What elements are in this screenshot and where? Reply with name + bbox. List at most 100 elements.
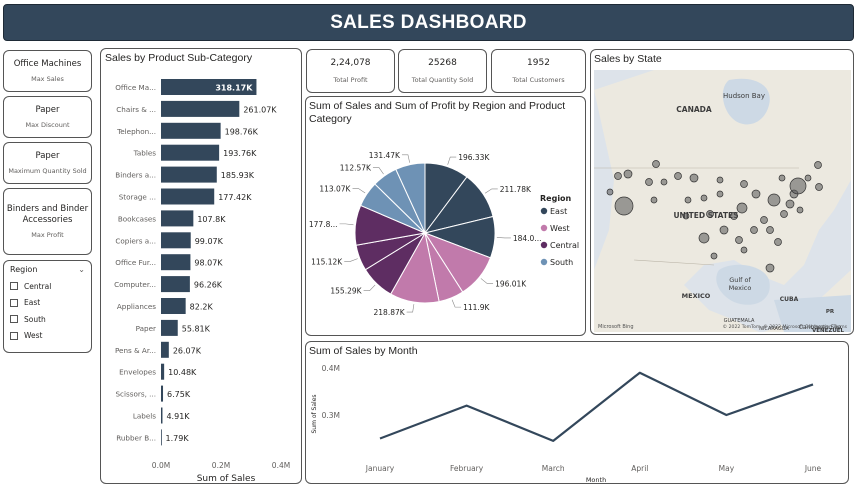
state-bubble[interactable]	[699, 233, 709, 243]
state-bubble[interactable]	[615, 173, 622, 180]
state-bubble[interactable]	[786, 200, 794, 208]
state-bubble[interactable]	[646, 179, 653, 186]
bar-x-axis-title: Sum of Sales	[197, 474, 256, 484]
state-bubble[interactable]	[661, 179, 667, 185]
bar[interactable]	[161, 298, 186, 314]
state-bubble[interactable]	[607, 189, 613, 195]
region-slicer[interactable]: Region ⌄ Central East South West	[3, 260, 92, 353]
pie-leader-line	[364, 285, 376, 291]
pie-leader-line	[373, 168, 384, 175]
state-bubble[interactable]	[675, 173, 682, 180]
bar[interactable]	[161, 167, 217, 183]
state-bubble[interactable]	[775, 239, 782, 246]
slicer-item-west[interactable]: West	[10, 328, 85, 345]
pie-legend-label[interactable]: Central	[550, 241, 579, 250]
pie-data-label: 112.57K	[340, 164, 372, 173]
chevron-down-icon[interactable]: ⌄	[78, 265, 85, 274]
pie-legend-label[interactable]: South	[550, 258, 573, 267]
state-bubble[interactable]	[781, 211, 788, 218]
state-bubble[interactable]	[651, 197, 657, 203]
checkbox[interactable]	[10, 332, 18, 340]
state-bubble[interactable]	[741, 247, 747, 253]
bar[interactable]	[161, 342, 169, 358]
pie-data-label: 131.47K	[369, 151, 401, 160]
pie-legend-label[interactable]: West	[550, 224, 570, 233]
state-bubble[interactable]	[815, 162, 822, 169]
bar[interactable]	[161, 408, 162, 424]
bar-category-label: Rubber B...	[116, 433, 156, 442]
map-label-hudson-bay: Hudson Bay	[723, 92, 765, 100]
sales-line[interactable]	[380, 373, 813, 441]
bar-category-label: Computer...	[114, 280, 156, 289]
state-bubble[interactable]	[707, 211, 714, 218]
line-x-tick: May	[719, 464, 735, 473]
bar[interactable]	[161, 232, 191, 248]
state-bubble[interactable]	[683, 213, 689, 219]
bar[interactable]	[161, 123, 221, 139]
bar[interactable]	[161, 364, 164, 380]
state-bubble[interactable]	[615, 197, 633, 215]
pie-leader-line	[352, 189, 365, 193]
state-bubble[interactable]	[751, 227, 758, 234]
state-bubble[interactable]	[717, 177, 723, 183]
slicer-item-east[interactable]: East	[10, 295, 85, 312]
bar-data-label: 99.07K	[195, 237, 224, 246]
state-bubble[interactable]	[690, 174, 698, 182]
state-bubble[interactable]	[766, 264, 774, 272]
bar-data-label: 10.48K	[168, 368, 197, 377]
state-bubble[interactable]	[797, 207, 803, 213]
state-bubble[interactable]	[653, 161, 660, 168]
bar[interactable]	[161, 254, 190, 270]
state-bubble[interactable]	[752, 190, 760, 198]
bar-data-label: 261.07K	[243, 105, 277, 114]
bar[interactable]	[161, 386, 163, 402]
bar[interactable]	[161, 429, 162, 445]
checkbox[interactable]	[10, 282, 18, 290]
bar[interactable]	[161, 145, 219, 161]
bar[interactable]	[161, 276, 190, 292]
state-bubble[interactable]	[701, 195, 707, 201]
state-bubble[interactable]	[767, 227, 774, 234]
bar[interactable]	[161, 210, 193, 226]
state-bubble[interactable]	[737, 203, 747, 213]
pie-leader-line	[402, 155, 410, 163]
bar-category-label: Labels	[133, 412, 156, 421]
max-quantity-card: Paper Maximum Quantity Sold	[3, 142, 92, 184]
state-bubble[interactable]	[731, 213, 738, 220]
bar[interactable]	[161, 101, 239, 117]
max-sales-label: Max Sales	[31, 75, 64, 83]
bar-data-label: 185.93K	[221, 171, 255, 180]
map-brand: Microsoft Bing	[598, 324, 634, 330]
checkbox[interactable]	[10, 315, 18, 323]
slicer-item-label: Central	[24, 282, 51, 291]
bar[interactable]	[161, 320, 178, 336]
slicer-item-south[interactable]: South	[10, 311, 85, 328]
state-bubble[interactable]	[761, 217, 768, 224]
state-bubble[interactable]	[717, 191, 723, 197]
state-bubble[interactable]	[790, 178, 806, 194]
state-bubble[interactable]	[768, 194, 780, 206]
slicer-item-central[interactable]: Central	[10, 278, 85, 295]
state-bubble[interactable]	[711, 253, 717, 259]
line-x-tick: March	[542, 464, 565, 473]
state-bubble[interactable]	[816, 184, 823, 191]
bar[interactable]	[161, 189, 214, 205]
pie-legend-label[interactable]: East	[550, 207, 567, 216]
state-bubble[interactable]	[624, 170, 632, 178]
pie-legend-title: Region	[540, 194, 572, 203]
total-customers-label: Total Customers	[512, 76, 564, 84]
checkbox[interactable]	[10, 299, 18, 307]
state-bubble[interactable]	[779, 175, 785, 181]
state-bubble[interactable]	[720, 226, 728, 234]
line-x-tick: February	[450, 464, 484, 473]
bar-category-label: Paper	[136, 324, 156, 333]
state-bubble[interactable]	[741, 181, 748, 188]
state-bubble[interactable]	[685, 197, 691, 203]
bar-category-label: Pens & Ar...	[115, 346, 156, 355]
state-bubble[interactable]	[736, 237, 743, 244]
total-profit-value: 2,24,078	[330, 58, 370, 68]
line-x-axis-title: Month	[586, 476, 606, 484]
state-bubble[interactable]	[805, 175, 811, 181]
